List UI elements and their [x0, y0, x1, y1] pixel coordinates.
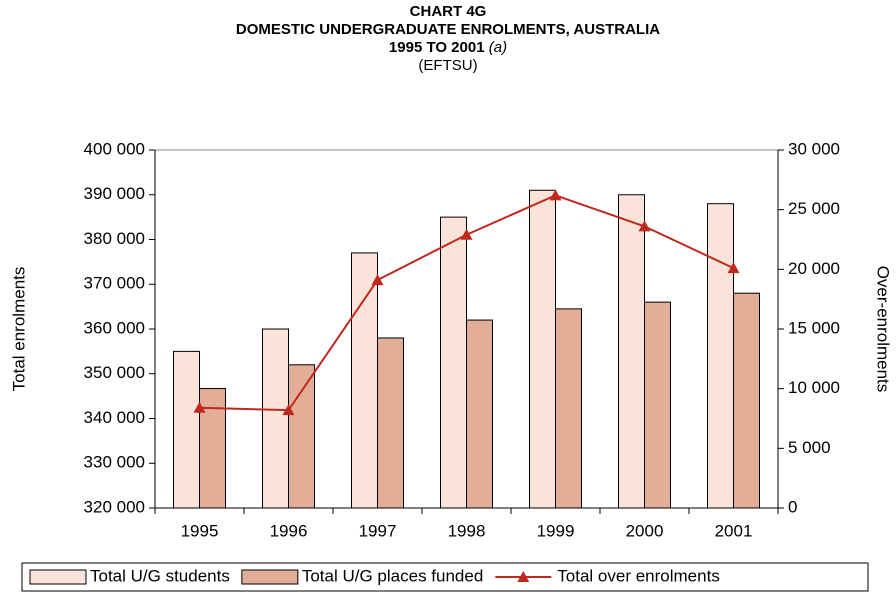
bar: [529, 189, 556, 509]
chart-title: CHART 4G: [410, 3, 487, 20]
line-marker: [193, 401, 206, 413]
line-marker: [371, 274, 384, 286]
y-tick-label: 340 000: [84, 408, 145, 427]
x-tick-label: 1995: [181, 521, 219, 540]
line-marker: [282, 404, 295, 416]
line-marker: [549, 189, 562, 201]
y2-axis-label: Over-enrolments: [874, 266, 893, 393]
y2-tick-label: 5 000: [788, 438, 831, 457]
y-tick-label: 360 000: [84, 318, 145, 337]
x-tick-label: 2000: [626, 521, 664, 540]
x-tick-label: 1998: [448, 521, 486, 540]
y2-tick-label: 30 000: [788, 139, 840, 158]
y-axis-label: Total enrolments: [9, 267, 28, 392]
legend-label: Total over enrolments: [557, 566, 720, 585]
bar: [288, 364, 315, 509]
bar: [351, 252, 378, 509]
bar: [707, 203, 734, 509]
x-tick-label: 1997: [359, 521, 397, 540]
x-tick-label: 1996: [270, 521, 308, 540]
chart-subtitle: DOMESTIC UNDERGRADUATE ENROLMENTS, AUSTR…: [236, 21, 660, 38]
y2-tick-label: 20 000: [788, 259, 840, 278]
line-marker: [727, 262, 740, 274]
bar: [733, 292, 760, 509]
line-marker: [460, 228, 473, 240]
y2-tick-label: 0: [788, 497, 797, 516]
bar: [618, 194, 645, 509]
y-tick-label: 400 000: [84, 139, 145, 158]
bar: [377, 337, 404, 509]
chart-period: 1995 TO 2001 (a): [389, 39, 507, 56]
y-tick-label: 320 000: [84, 497, 145, 516]
y-tick-label: 350 000: [84, 363, 145, 382]
y-tick-label: 380 000: [84, 229, 145, 248]
y2-tick-label: 15 000: [788, 318, 840, 337]
y-tick-label: 370 000: [84, 274, 145, 293]
legend-label: Total U/G places funded: [302, 566, 483, 585]
legend-label: Total U/G students: [90, 566, 230, 585]
legend-box: [21, 562, 869, 592]
y2-tick-label: 10 000: [788, 378, 840, 397]
bar: [466, 319, 493, 509]
line-marker: [638, 220, 651, 232]
bar: [199, 388, 226, 509]
y-tick-label: 330 000: [84, 453, 145, 472]
bar: [555, 308, 582, 509]
y2-tick-label: 25 000: [788, 199, 840, 218]
bar: [440, 216, 467, 509]
x-tick-label: 1999: [537, 521, 575, 540]
period: 1995 TO 2001: [389, 39, 485, 56]
y-tick-label: 390 000: [84, 184, 145, 203]
legend-swatch: [241, 569, 299, 585]
legend-marker: [517, 571, 530, 582]
x-tick-label: 2001: [715, 521, 753, 540]
legend-swatch: [29, 569, 87, 585]
bar: [173, 350, 200, 509]
bar: [644, 301, 671, 509]
chart-unit: (EFTSU): [418, 57, 477, 74]
note: (a): [489, 39, 507, 56]
bar: [262, 328, 289, 509]
